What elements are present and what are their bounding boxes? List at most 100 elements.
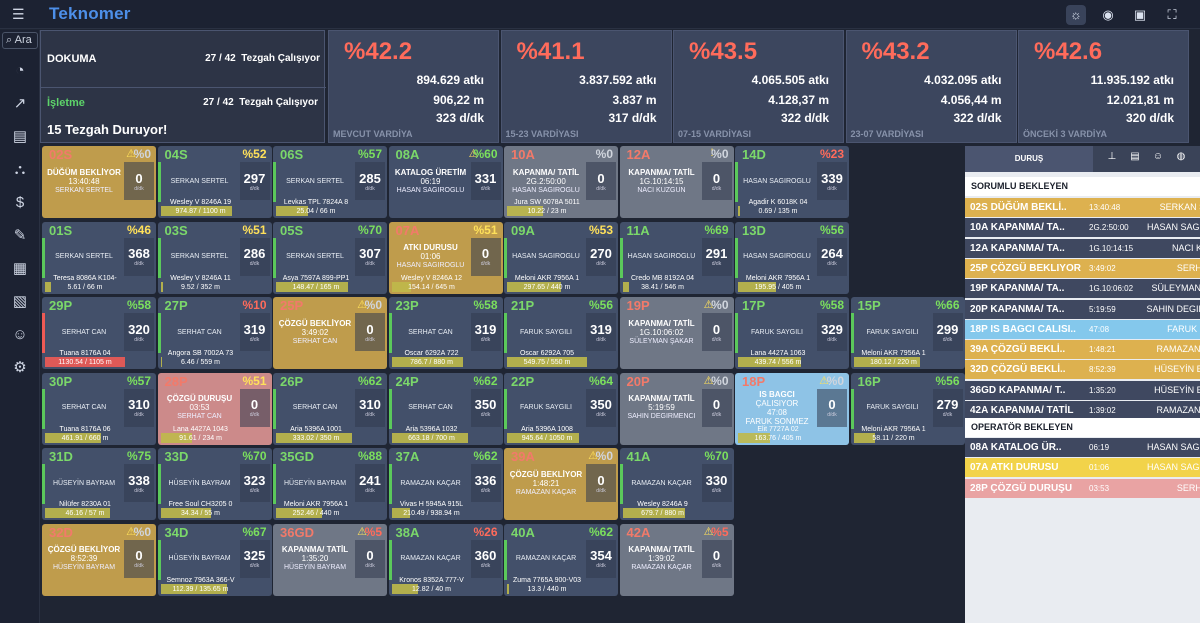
loom-tile[interactable]: 18P ⚠ %0 IS BAGCI ÇALISIYOR 47:08 FARUK SONMEZ…: [735, 372, 849, 445]
loom-tile[interactable]: 29P %58 SERHAT CAN 320 d/dk Tuana 8176A 04 113…: [42, 297, 156, 369]
loom-tile[interactable]: 38A %26 RAMAZAN KAÇAR 360 d/dk Kronos 8352A 7…: [388, 523, 503, 596]
loom-tile[interactable]: 37A %62 RAMAZAN KAÇAR 336 d/dk Vivas H 5945A …: [388, 448, 503, 520]
loom-tile[interactable]: 22P %64 FARUK SAYGILI 350 d/dk Aria 5396A 100…: [504, 372, 618, 445]
downtime-machine: 07A ATKI DURUSU: [970, 462, 1059, 474]
document-user-icon[interactable]: ▦: [12, 260, 28, 277]
progress-bar: [853, 357, 920, 367]
downtime-row[interactable]: 08A KATALOG ÜR.. 06:19 HASAN SAGIROGLU: [965, 438, 1200, 457]
loom-tile[interactable]: 32D ⚠ %0 ÇÖZGÜ BEKLİYOR 8:52:39 HÜSEYİN BAYRA…: [42, 523, 156, 596]
loom-tile[interactable]: 07A %51 ATKI DURUSU 01:06 HASAN SAGIROGLU 0 d/…: [388, 221, 503, 294]
loom-tile[interactable]: 16P %56 FARUK SAYGILI 279 d/dk Meloni AKR 795…: [850, 372, 965, 445]
downtime-row[interactable]: 20P KAPANMA/ TA.. 5:19:59 SAHIN DEGIRMENCI: [965, 299, 1200, 319]
loom-code: 09A: [511, 222, 535, 238]
downtime-row[interactable]: 42A KAPANMA/ TATİL 1:39:02 RAMAZAN KAÇAR: [965, 401, 1200, 420]
speed-value: 270: [590, 246, 612, 261]
downtime-row[interactable]: 02S DÜĞÜM BEKLİ.. 13:40:48 SERKAN SERTEL: [965, 198, 1200, 217]
downtime-machine: 02S DÜĞÜM BEKLİ..: [970, 202, 1067, 213]
downtime-duration: 06:19: [1089, 443, 1110, 452]
downtime-row[interactable]: 25P ÇÖZGÜ BEKLIYOR 3:49:02 SERHAT CAN: [965, 258, 1200, 278]
loom-tile[interactable]: 12A! %0 KAPANMA/ TATİL 1G.10:14:15 NACI KUZG…: [619, 146, 734, 218]
document-icon[interactable]: ▤: [1130, 151, 1140, 162]
loom-tile[interactable]: 15P %66 FARUK SAYGILI 299 d/dk Meloni AKR 795…: [850, 297, 965, 369]
chart-icon[interactable]: ↗: [13, 95, 27, 112]
downtime-row[interactable]: 19P KAPANMA/ TA.. 1G.10:06:02 SÜLEYMAN ŞAK…: [965, 279, 1200, 299]
loom-tile[interactable]: 34D %67 HÜSEYİN BAYRAM 325 d/dk Semnoz 7963A …: [157, 523, 272, 596]
status-stripe: [42, 237, 45, 278]
downtime-row[interactable]: 39A ÇÖZGÜ BEKLİ.. 1:48:21 RAMAZAN KAÇAR: [965, 340, 1200, 360]
downtime-row[interactable]: 10A KAPANMA/ TA.. 2G.2:50:00 HASAN SAGIROG…: [965, 218, 1200, 238]
folder-icon[interactable]: ▣: [1133, 7, 1147, 22]
progress-bar: [45, 281, 51, 292]
report-icon[interactable]: ▤: [12, 128, 28, 145]
loom-tile[interactable]: 35GD %88 HÜSEYİN BAYRAM 241 d/dk Meloni AKR 7…: [273, 448, 387, 520]
downtime-row[interactable]: 12A KAPANMA/ TA.. 1G.10:14:15 NACI KUZGUN: [965, 238, 1200, 258]
loom-tile[interactable]: 27P %10 SERHAT CAN 319 d/dk Angora SB 7002A 7…: [157, 297, 272, 369]
pin-icon[interactable]: ⊥: [1107, 151, 1117, 162]
speed-unit: d/dk: [249, 185, 260, 192]
loom-tile[interactable]: 40A %62 RAMAZAN KAÇAR 354 d/dk Zuma 7765A 900…: [504, 523, 618, 596]
app-title[interactable]: Teknomer: [49, 4, 131, 23]
stat-atki: 4.065.505 atkı: [751, 73, 829, 87]
status-st1: KAPANMA/ TATİL: [628, 167, 695, 177]
downtime-row[interactable]: 18P IS BAGCI CALISI.. 47:08 FARUK SAYGILI: [965, 319, 1200, 339]
efficiency-percent: %58: [819, 298, 844, 312]
users-icon[interactable]: ☺: [12, 326, 28, 343]
calendar-icon[interactable]: ▧: [12, 293, 28, 310]
money-icon[interactable]: $: [15, 194, 25, 211]
loom-tile[interactable]: 36GD ⚠ %5 KAPANMA/ TATİL 1:35:20 HÜSEYİN BAYR…: [273, 523, 387, 596]
loom-tile[interactable]: 05S %70 SERKAN SERTEL 307 d/dk Asya 7597A 899…: [273, 221, 387, 294]
settings-icon[interactable]: ⚙: [13, 359, 27, 376]
loom-tile[interactable]: 26P %62 SERHAT CAN 310 d/dk Aria 5396A 1001 33…: [273, 372, 387, 445]
operator-name: SERKAN SERTEL: [170, 253, 229, 260]
loom-tile[interactable]: 01S %46 SERKAN SERTEL 368 d/dk Teresa 8086A K…: [42, 221, 156, 294]
status-st1: ÇÖZGÜ BEKLİYOR: [278, 318, 352, 328]
downtime-row[interactable]: 07A ATKI DURUSU 01:06 HASAN SAGIROGLU: [965, 458, 1200, 478]
loom-tile[interactable]: 08A ⚠ %60 KATALOG ÜRETİM 06:19 HASAN SAGIROGL…: [388, 146, 503, 218]
loom-tile[interactable]: 24P %62 SERHAT CAN 350 d/dk Aria 5396A 1032 66…: [388, 372, 503, 445]
loom-tile[interactable]: 39A ⚠ %0 ÇÖZGÜ BEKLİYOR 1:48:21 RAMAZAN KAÇAR…: [504, 448, 618, 520]
downtime-row[interactable]: 32D ÇÖZGÜ BEKLİ.. 8:52:39 HÜSEYİN BAYRAM: [965, 360, 1200, 380]
tab-durus[interactable]: DURUŞ: [965, 146, 1093, 172]
bell-icon[interactable]: ◍: [1176, 151, 1186, 162]
speed-value: 264: [821, 246, 843, 261]
meter-progress: 91.61 / 234 m: [179, 434, 222, 442]
sun-icon[interactable]: ☼: [1066, 5, 1086, 25]
loom-tile[interactable]: 03S %51 SERKAN SERTEL 286 d/dk Wesley V 8246A…: [157, 221, 272, 294]
loom-tile[interactable]: 21P %56 FARUK SAYGILI 319 d/dk Oscar 6292A 70…: [504, 297, 618, 369]
loom-tile[interactable]: 41A %70 RAMAZAN KAÇAR 330 d/dk Wesley 8246A 9…: [619, 448, 734, 520]
loom-tile[interactable]: 42A ⚠ %5 KAPANMA/ TATİL 1:39:02 RAMAZAN KAÇAR…: [619, 523, 734, 596]
dashboard-icon[interactable]: ◔: [15, 62, 25, 79]
loom-tile[interactable]: 04S %52 SERKAN SERTEL 297 d/dk Wesley V 8246A…: [157, 146, 272, 218]
downtime-row[interactable]: 36GD KAPANMA/ T.. 1:35:20 HÜSEYİN BAYRAM: [965, 380, 1200, 400]
loom-tile[interactable]: 10A %0 KAPANMA/ TATİL 2G.2:50:00 HASAN SAGIR…: [504, 146, 618, 218]
user-gear-icon[interactable]: ☺: [1152, 151, 1164, 162]
search-input[interactable]: ⌕ Ara: [2, 32, 38, 49]
loom-tile[interactable]: 11A %69 HASAN SAGIROGLU 291 d/dk Credo MB 819…: [619, 221, 734, 294]
loom-tile[interactable]: 33D %70 HÜSEYİN BAYRAM 323 d/dk Free Soul CH3…: [157, 448, 272, 520]
operator-name: SERHAT CAN: [61, 328, 107, 336]
user-icon[interactable]: ◉: [1102, 7, 1114, 22]
speed-value: 0: [712, 170, 721, 186]
product-name: Elit 7727A 02: [757, 425, 799, 433]
menu-icon[interactable]: ☰: [12, 6, 25, 22]
network-icon[interactable]: ⛬: [14, 161, 26, 178]
loom-tile[interactable]: 25P ⚠ %0 ÇÖZGÜ BEKLİYOR 3:49:02 SERHAT CAN 0 d/…: [273, 297, 387, 369]
loom-tile[interactable]: 19P ⚠ %0 KAPANMA/ TATİL 1G.10:06:02 SÜLEYMAN …: [619, 297, 734, 369]
loom-tile[interactable]: 28P %51 ÇÖZGÜ DURUŞU 03:53 SERHAT CAN 0 d/dk La…: [157, 372, 272, 445]
loom-tile[interactable]: 02S ⚠ %0 DÜĞÜM BEKLİYOR 13:40:48 SERKAN SERTE…: [42, 146, 156, 218]
downtime-row[interactable]: 28P ÇÖZGÜ DURUŞU 03:53 SERHAT CAN: [965, 478, 1200, 498]
wrench-icon[interactable]: ✎: [13, 227, 27, 244]
fullscreen-icon[interactable]: ⛶: [1167, 7, 1177, 22]
speed-value: 0: [828, 397, 836, 412]
loom-tile[interactable]: 06S %57 SERKAN SERTEL 285 d/dk Levkas TPL 782…: [273, 146, 387, 218]
loom-tile[interactable]: 13D %56 HASAN SAGIROGLU 264 d/dk Meloni AKR 7…: [735, 221, 849, 294]
loom-tile[interactable]: 09A %53 HASAN SAGIROGLU 270 d/dk Meloni AKR 7…: [504, 221, 618, 294]
loom-tile[interactable]: 30P %57 SERHAT CAN 310 d/dk Tuana 8176A 06 461…: [42, 372, 156, 445]
loom-tile[interactable]: 23P %58 SERHAT CAN 319 d/dk Oscar 6292A 722 78…: [388, 297, 503, 369]
loom-code: 27P: [164, 298, 188, 313]
loom-tile[interactable]: 17P %58 FARUK SAYGILI 329 d/dk Lana 4427A 106…: [735, 297, 849, 369]
loom-tile[interactable]: 14D %23 HASAN SAGIROGLU 339 d/dk Agadir K 601…: [735, 146, 849, 218]
loom-code: 10A: [511, 147, 535, 162]
loom-tile[interactable]: 31D %75 HÜSEYİN BAYRAM 338 d/dk Nilüfer 8230A…: [42, 448, 156, 520]
loom-tile[interactable]: 20P ⚠ %0 KAPANMA/ TATİL 5:19:59 SAHIN DEGIRME…: [619, 372, 734, 445]
